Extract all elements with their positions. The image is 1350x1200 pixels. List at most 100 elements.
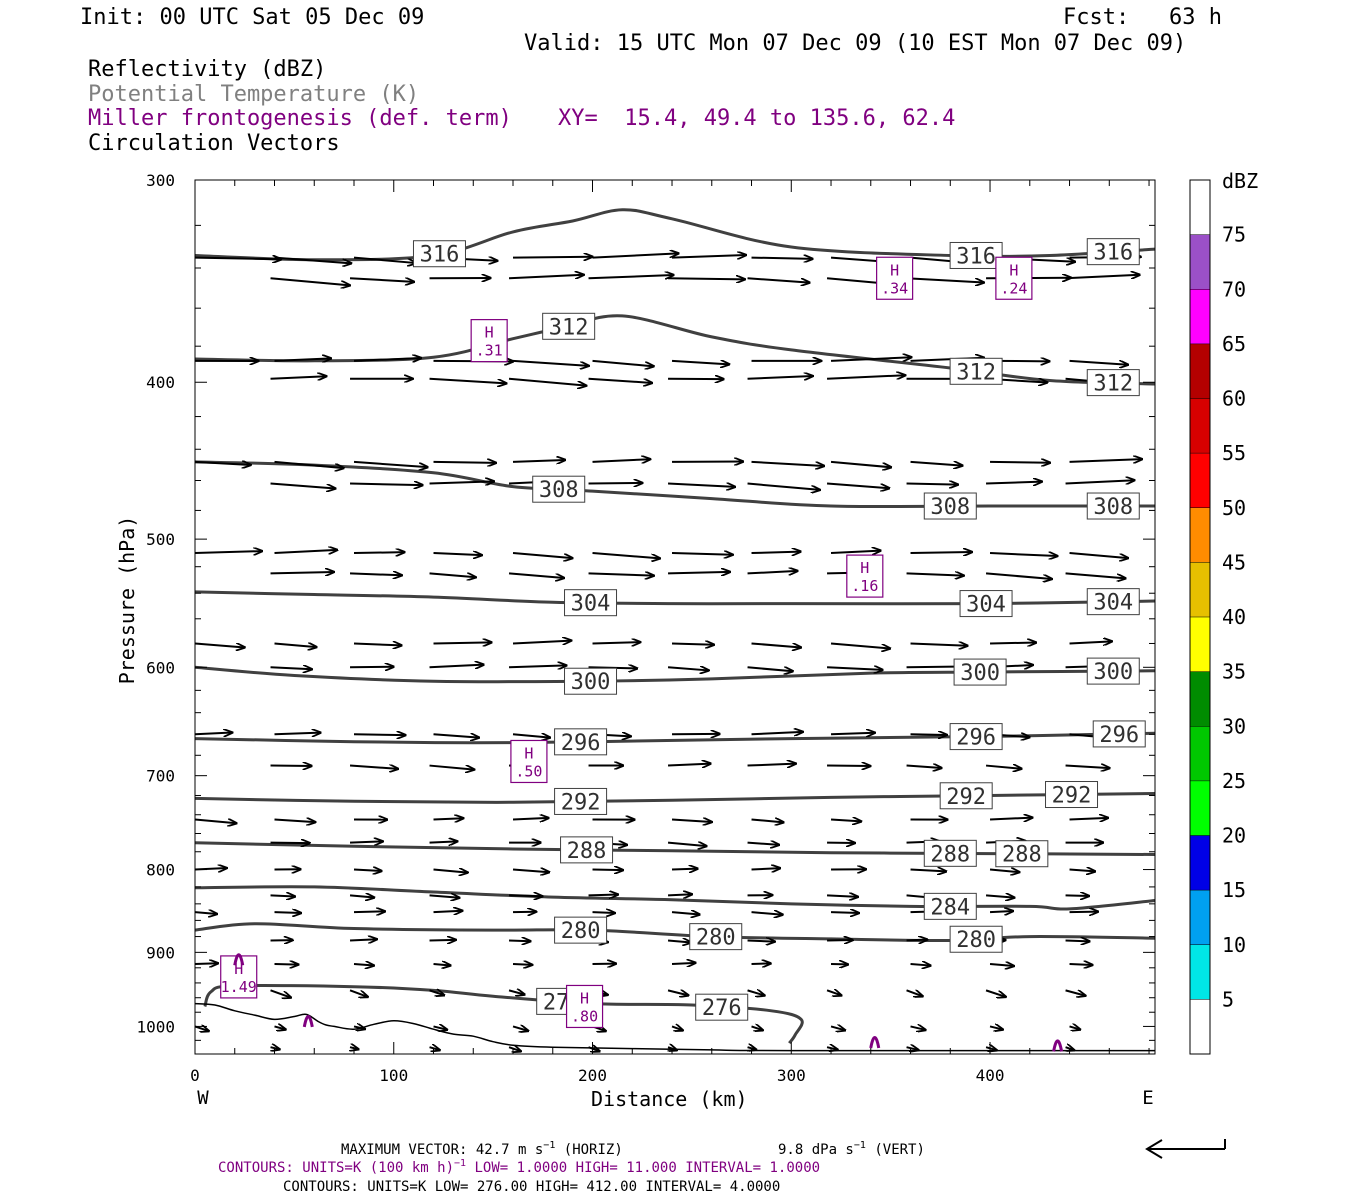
- circulation-vector: [667, 894, 692, 895]
- theta-label-300: 300: [1086, 657, 1140, 685]
- circulation-vector: [508, 990, 525, 994]
- circulation-vector: [512, 734, 550, 737]
- circulation-vector: [512, 1026, 528, 1030]
- svg-text:276: 276: [702, 996, 742, 1021]
- theta-label-284: 284: [923, 892, 977, 920]
- svg-text:296: 296: [561, 731, 601, 756]
- circulation-vector: [1069, 870, 1096, 872]
- colorbar-segment: [1190, 671, 1210, 727]
- circulation-vector: [668, 572, 730, 574]
- circulation-vector: [274, 460, 344, 468]
- circulation-vector: [667, 843, 707, 846]
- header-fcst: Fcst: 63 h: [1063, 5, 1222, 30]
- svg-text:312: 312: [956, 360, 996, 385]
- circulation-vector: [751, 912, 783, 915]
- circulation-vector: [349, 895, 374, 897]
- circulation-vector: [906, 940, 928, 941]
- circulation-vector: [906, 573, 964, 575]
- circulation-vector: [830, 733, 875, 735]
- circulation-vector: [747, 990, 765, 995]
- svg-text:288: 288: [930, 842, 970, 867]
- circulation-vector: [830, 819, 861, 821]
- colorbar-label: 15: [1222, 878, 1246, 902]
- circulation-vector: [751, 460, 825, 466]
- theta-contour-292: [195, 792, 1155, 804]
- svg-text:292: 292: [561, 790, 601, 815]
- svg-text:304: 304: [571, 592, 611, 617]
- y-tick-label: 500: [146, 530, 175, 549]
- circulation-vector: [349, 841, 383, 842]
- circulation-vector: [1065, 275, 1140, 280]
- circulation-vector: [910, 643, 968, 645]
- circulation-vector: [827, 667, 883, 670]
- colorbar-label: 25: [1222, 769, 1246, 793]
- theta-label-312: 312: [1086, 369, 1140, 397]
- circulation-vector: [830, 551, 881, 553]
- circulation-vector: [671, 361, 729, 364]
- circulation-vector: [270, 482, 336, 489]
- svg-text:H: H: [524, 744, 533, 762]
- circulation-vector: [433, 911, 463, 912]
- y-tick-label: 400: [146, 373, 175, 392]
- circulation-vector: [910, 552, 973, 553]
- svg-text:308: 308: [539, 478, 579, 503]
- circulation-vector: [433, 553, 482, 555]
- circulation-vector: [671, 255, 746, 258]
- circulation-vector: [588, 483, 643, 484]
- circulation-vector: [747, 764, 796, 766]
- colorbar-segment: [1190, 944, 1210, 1000]
- circulation-vector: [429, 481, 495, 483]
- colorbar-segment: [1190, 562, 1210, 617]
- field-vectors: Circulation Vectors: [88, 131, 340, 156]
- circulation-vector: [433, 1026, 448, 1029]
- colorbar-label: 30: [1222, 714, 1246, 738]
- circulation-vector: [512, 460, 565, 462]
- circulation-vector: [592, 912, 615, 913]
- field-frontogenesis: Miller frontogenesis (def. term): [88, 106, 512, 131]
- circulation-vector: [906, 989, 923, 996]
- y-tick-label: 600: [146, 658, 175, 677]
- circulation-vector: [508, 275, 584, 280]
- circulation-vector: [271, 1047, 280, 1049]
- circulation-vector: [195, 819, 236, 823]
- circulation-vector: [195, 963, 218, 964]
- frontogenesis-max-.31: H.31: [470, 319, 508, 363]
- theta-label-292: 292: [1045, 781, 1099, 809]
- circulation-vector: [667, 764, 711, 766]
- circulation-vector: [906, 277, 984, 282]
- circulation-vector: [830, 460, 891, 467]
- svg-text:.50: .50: [515, 762, 542, 780]
- circulation-vector: [990, 643, 1036, 644]
- header-valid: Valid: 15 UTC Mon 07 Dec 09 (10 EST Mon …: [524, 31, 1187, 56]
- circulation-vector: [512, 818, 549, 820]
- circulation-vector: [349, 573, 402, 575]
- colorbar-label: 20: [1222, 824, 1246, 848]
- circulation-vector: [1065, 941, 1090, 942]
- field-xy: XY= 15.4, 49.4 to 135.6, 62.4: [558, 106, 956, 131]
- theta-label-280: 280: [554, 916, 608, 944]
- circulation-vector: [989, 870, 1019, 873]
- circulation-vector: [1069, 964, 1093, 965]
- svg-text:H: H: [485, 324, 494, 342]
- y-tick-label: 1000: [136, 1017, 175, 1036]
- circulation-vector: [830, 912, 859, 913]
- theta-label-276: 276: [695, 993, 749, 1021]
- circulation-vector: [667, 667, 709, 670]
- circulation-vector: [906, 484, 958, 485]
- circulation-vector: [910, 1026, 926, 1030]
- circulation-vector: [985, 766, 1022, 769]
- axes: 0 100 200 300 400 300 400 500 600 700 800 900 1000: [136, 171, 1155, 1085]
- circulation-vector: [751, 258, 813, 259]
- circulation-vector: [751, 642, 801, 647]
- circulation-vector: [1069, 818, 1109, 820]
- circulation-vector: [353, 460, 428, 467]
- circulation-vector: [588, 275, 674, 278]
- theta-label-308: 308: [532, 475, 586, 503]
- circulation-vector: [671, 553, 733, 555]
- circulation-vector: [508, 1047, 521, 1051]
- circulation-vector: [910, 734, 947, 735]
- circulation-vector: [274, 733, 321, 735]
- y-tick-label: 700: [146, 767, 175, 786]
- theta-label-316: 316: [412, 240, 466, 268]
- circulation-vector: [429, 1047, 440, 1050]
